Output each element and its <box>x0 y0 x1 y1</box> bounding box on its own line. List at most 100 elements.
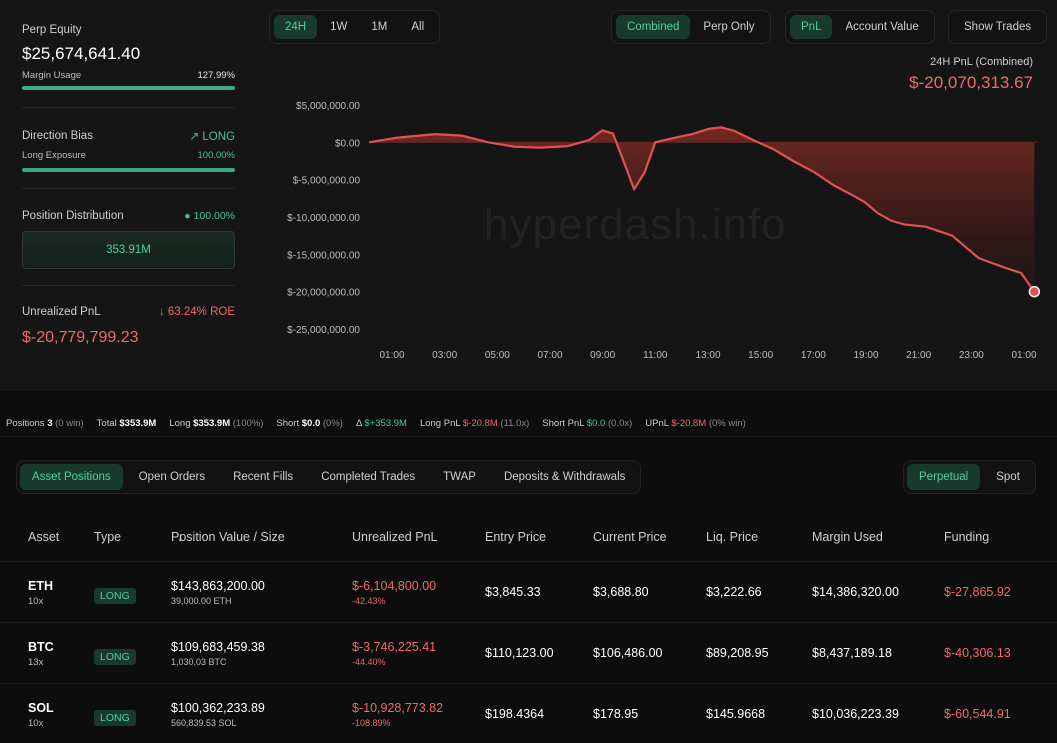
entry-price-cell: $198.4364 <box>485 707 545 721</box>
col-type[interactable]: Type <box>94 530 122 544</box>
unrealized-pnl-cell: $-3,746,225.41 -44.40% <box>352 640 437 667</box>
col-margin-used[interactable]: Margin Used <box>812 530 883 544</box>
asset-cell: SOL 10x <box>28 701 54 729</box>
funding-cell: $-27,865.92 <box>944 585 1011 599</box>
table-header: Asset Type Position Value / Size ↓ Unrea… <box>28 530 990 544</box>
direction-bias-value: ↗ LONG <box>189 131 235 143</box>
last-point-marker <box>1028 285 1041 298</box>
direction-block: Direction Bias ↗ LONG Long Exposure 100.… <box>22 108 235 189</box>
liq-price-cell: $89,208.95 <box>706 646 769 660</box>
chart-header: 24H PnL (Combined) $-20,070,313.67 <box>909 56 1033 93</box>
tab-spot[interactable]: Spot <box>996 471 1020 483</box>
tab-perpetual[interactable]: Perpetual <box>907 464 981 490</box>
pnl-button[interactable]: PnL <box>790 15 833 39</box>
x-tick-label: 09:00 <box>590 350 615 361</box>
long-exposure-bar <box>22 168 235 172</box>
y-tick-label: $-20,000,000.00 <box>287 288 360 299</box>
col-unrealized-pnl[interactable]: Unrealized PnL <box>352 530 438 544</box>
equity-value: $25,674,641.40 <box>22 44 141 63</box>
col-liq-price[interactable]: Liq. Price <box>706 530 759 544</box>
range-1w-button[interactable]: 1W <box>330 21 348 33</box>
long-exposure-label: Long Exposure <box>22 150 86 161</box>
tab-twap[interactable]: TWAP <box>443 471 476 483</box>
show-trades-button[interactable]: Show Trades <box>964 21 1032 33</box>
current-price-cell: $178.95 <box>593 707 639 721</box>
unrealized-pnl-cell: $-10,928,773.82 -108.89% <box>352 701 444 728</box>
pnl-area <box>369 127 1035 292</box>
summary-short-pnl: Short PnL $0.0 (0.0x) <box>542 418 633 429</box>
trend-up-icon: ↗ <box>189 131 200 143</box>
distribution-box: 353.91M <box>22 231 235 269</box>
position-distribution-value: ● 100.00% <box>184 210 235 222</box>
x-tick-label: 21:00 <box>906 350 931 361</box>
pnl-chart: $5,000,000.00 $0.00 $-5,000,000.00 $-10,000… <box>287 101 1041 361</box>
entry-price-cell: $3,845.33 <box>485 585 541 599</box>
dot-icon: ● <box>184 210 191 222</box>
margin-used-cell: $14,386,320.00 <box>812 585 899 599</box>
combined-button[interactable]: Combined <box>616 15 691 39</box>
x-tick-label: 07:00 <box>537 350 562 361</box>
range-24h-button[interactable]: 24H <box>274 15 318 39</box>
chart-header-value: $-20,070,313.67 <box>909 73 1033 92</box>
unrealized-pnl-cell: $-6,104,800.00 -42.43% <box>352 579 437 606</box>
x-tick-label: 01:00 <box>379 350 404 361</box>
table-row[interactable]: BTC 13x LONG $109,683,459.38 1,030.03 BTC … <box>0 622 1057 683</box>
range-selector: 24H 1W 1M All <box>269 10 441 44</box>
long-exposure-fill <box>22 168 235 172</box>
chart-header-label: 24H PnL (Combined) <box>930 56 1033 68</box>
x-tick-label: 11:00 <box>643 350 668 361</box>
range-all-button[interactable]: All <box>411 21 425 33</box>
roe-value: ↓ 63.24% ROE <box>158 306 235 318</box>
pnl-line <box>368 126 1036 293</box>
liq-price-cell: $145.9668 <box>706 707 766 721</box>
table-row[interactable]: ETH 10x LONG $143,863,200.00 39,000.00 ETH… <box>0 561 1057 622</box>
x-tick-label: 23:00 <box>959 350 984 361</box>
table-row[interactable]: SOL 10x LONG $100,362,233.89 560,839.53 SO… <box>0 683 1057 743</box>
summary-long-pnl: Long PnL $-20.8M (11.0x) <box>419 418 530 429</box>
tab-open-orders[interactable]: Open Orders <box>138 471 206 483</box>
col-current-price[interactable]: Current Price <box>593 530 667 544</box>
col-entry-price[interactable]: Entry Price <box>485 530 547 544</box>
unrealized-pnl-label: Unrealized PnL <box>22 306 101 318</box>
summary-upnl: UPnL $-20.8M (0% win) <box>645 418 746 429</box>
col-funding[interactable]: Funding <box>944 530 990 544</box>
liq-price-cell: $3,222.66 <box>706 585 762 599</box>
show-trades-toggle: Show Trades <box>948 10 1048 44</box>
view-selector: Combined Perp Only <box>611 10 771 44</box>
arrow-down-icon: ↓ <box>158 306 165 318</box>
tab-asset-positions[interactable]: Asset Positions <box>20 464 123 490</box>
perp-only-button[interactable]: Perp Only <box>703 21 755 33</box>
account-value-button[interactable]: Account Value <box>845 21 919 33</box>
table-tabs: Asset Positions Open Orders Recent Fills… <box>16 460 642 494</box>
type-badge: LONG <box>94 708 136 726</box>
range-1m-button[interactable]: 1M <box>371 21 388 33</box>
tab-deposits-withdrawals[interactable]: Deposits & Withdrawals <box>503 471 626 483</box>
margin-usage-label: Margin Usage <box>22 70 82 81</box>
watermark: hyperdash.info <box>484 200 787 249</box>
distribution-block: Position Distribution ● 100.00% 353.91M <box>22 189 235 286</box>
equity-block: Perp Equity $25,674,641.40 Margin Usage … <box>22 0 235 108</box>
long-exposure-value: 100.00% <box>197 150 235 161</box>
current-price-cell: $3,688.80 <box>593 585 649 599</box>
metric-selector: PnL Account Value <box>785 10 935 44</box>
y-tick-label: $-5,000,000.00 <box>293 176 361 187</box>
type-badge: LONG <box>94 586 136 604</box>
asset-cell: BTC 13x <box>28 640 54 668</box>
y-tick-label: $-10,000,000.00 <box>287 213 360 224</box>
margin-used-cell: $8,437,189.18 <box>812 646 892 660</box>
tab-completed-trades[interactable]: Completed Trades <box>321 471 416 483</box>
position-distribution-label: Position Distribution <box>22 210 124 222</box>
col-asset[interactable]: Asset <box>28 530 60 544</box>
y-tick-label: $5,000,000.00 <box>296 101 360 112</box>
x-tick-label: 05:00 <box>485 350 510 361</box>
unrealized-block: Unrealized PnL ↓ 63.24% ROE $-20,779,799… <box>22 286 235 347</box>
tab-recent-fills[interactable]: Recent Fills <box>233 471 294 483</box>
y-tick-label: $0.00 <box>335 138 360 149</box>
margin-usage-value: 127.99% <box>197 70 235 81</box>
x-tick-label: 17:00 <box>801 350 826 361</box>
summary-positions: Positions 3 (0 win) <box>6 418 84 429</box>
asset-cell: ETH 10x <box>28 579 53 607</box>
margin-usage-bar <box>22 86 235 90</box>
equity-label: Perp Equity <box>22 24 82 36</box>
overview-panel: Perp Equity $25,674,641.40 Margin Usage … <box>22 0 1048 361</box>
